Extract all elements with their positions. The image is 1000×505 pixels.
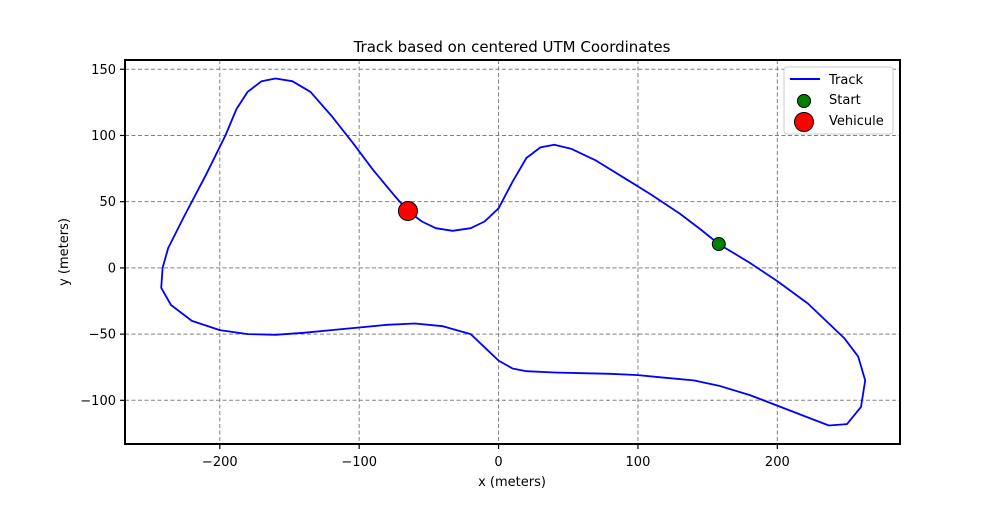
legend-start-label: Start [829, 93, 861, 108]
vehicule-point [397, 200, 418, 221]
y-axis-title: y (meters) [57, 218, 72, 286]
grid-lines [125, 60, 900, 444]
y-tick-label: −100 [80, 394, 116, 409]
legend-start-marker [797, 94, 811, 108]
legend-vehicule-marker [794, 112, 814, 132]
x-tick-label: 200 [765, 455, 790, 470]
plot-frame [124, 59, 901, 445]
chart-title: Track based on centered UTM Coordinates [353, 38, 671, 56]
x-axis-title: x (meters) [478, 475, 546, 490]
y-tick-label: 50 [99, 195, 116, 210]
x-tick-label: −200 [202, 455, 238, 470]
x-tick-label: 0 [494, 455, 502, 470]
y-tick-label: 100 [91, 129, 116, 144]
y-tick-label: −50 [89, 328, 116, 343]
legend-vehicule-label: Vehicule [829, 114, 884, 129]
y-tick-label: 150 [91, 63, 116, 78]
legend: Track Start Vehicule [783, 66, 894, 135]
y-tick-label: 0 [108, 261, 116, 276]
data-layer [160, 77, 867, 427]
legend-track-label: Track [828, 73, 863, 88]
x-tick-label: −100 [341, 455, 377, 470]
track-line [160, 77, 867, 427]
axis-ticks: −200 −100 0 100 200 −100 −50 0 50 100 150 [80, 63, 789, 470]
start-point [711, 237, 726, 252]
x-tick-label: 100 [626, 455, 651, 470]
